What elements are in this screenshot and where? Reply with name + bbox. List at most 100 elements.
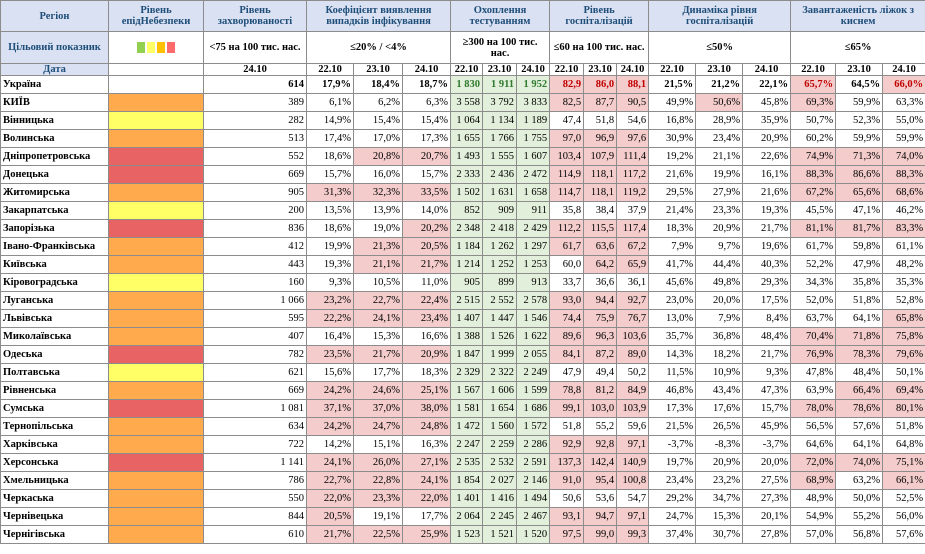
positivity-value: 23,2%: [306, 291, 354, 310]
positivity-value: 25,9%: [401, 525, 452, 544]
positivity-value: 14,2%: [306, 435, 354, 454]
incidence-value: 844: [203, 507, 307, 526]
testing-value: 2 322: [482, 363, 518, 382]
testing-value: 2 515: [450, 291, 484, 310]
hosp-dynamics-value: 30,9%: [648, 129, 697, 148]
hospitalization-value: 92,9: [549, 435, 585, 454]
incidence-value: 513: [203, 129, 307, 148]
header-positivity: Коефіцієнт виявлення випадків інфікуванн…: [305, 0, 452, 32]
hosp-dynamics-value: 21,6%: [648, 165, 697, 184]
hosp-dynamics-value: 23,3%: [695, 201, 744, 220]
hosp-dynamics-value: 49,8%: [695, 273, 744, 292]
testing-value: 2 259: [482, 435, 518, 454]
hosp-dynamics-value: -3,7%: [742, 435, 792, 454]
table-row: Житомирська 905 31,3% 32,3% 33,5% 1 502 1 631 1…: [0, 183, 925, 202]
oxygen-beds-value: 59,8%: [835, 237, 884, 256]
positivity-value: 18,4%: [353, 75, 403, 94]
hospitalization-value: 91,0: [549, 471, 585, 490]
positivity-value: 15,7%: [306, 165, 354, 184]
oxygen-beds-value: 71,8%: [835, 327, 884, 346]
hosp-dynamics-value: 30,7%: [695, 525, 744, 544]
positivity-value: 21,7%: [306, 525, 354, 544]
hosp-dynamics-value: 29,3%: [742, 273, 792, 292]
hosp-dynamics-value: 19,7%: [648, 453, 697, 472]
positivity-value: 27,1%: [401, 453, 452, 472]
oxygen-beds-value: 54,9%: [790, 507, 837, 526]
hosp-dynamics-value: 34,7%: [695, 489, 744, 508]
hospitalization-value: 61,7: [549, 237, 585, 256]
hosp-dynamics-value: 21,5%: [648, 417, 697, 436]
testing-value: 2 247: [450, 435, 484, 454]
hospitalization-value: 92,7: [616, 291, 650, 310]
testing-value: 1 416: [482, 489, 518, 508]
hospitalization-value: 88,1: [616, 75, 650, 94]
testing-value: 1 521: [482, 525, 518, 544]
hospitalization-value: 89,0: [616, 345, 650, 364]
testing-value: 2 286: [516, 435, 551, 454]
oxygen-beds-value: 66,1%: [882, 471, 925, 490]
table-row: Запорізька 836 18,6% 19,0% 20,2% 2 348 2 418 2 …: [0, 219, 925, 238]
hospitalization-value: 92,8: [583, 435, 618, 454]
oxygen-beds-value: 45,5%: [790, 201, 837, 220]
positivity-value: 22,2%: [306, 309, 354, 328]
table-row: Луганська 1 066 23,2% 22,7% 22,4% 2 515 2 552 2…: [0, 291, 925, 310]
incidence-value: 669: [203, 381, 307, 400]
incidence-value: 614: [203, 75, 307, 94]
hospitalization-value: 117,2: [616, 165, 650, 184]
hosp-dynamics-value: 20,0%: [695, 291, 744, 310]
testing-value: 852: [450, 201, 484, 220]
testing-value: 1 607: [516, 147, 551, 166]
target-hosp-dynamics: ≤50%: [648, 31, 792, 64]
oxygen-beds-value: 55,2%: [835, 507, 884, 526]
date-header: 22.10: [790, 63, 837, 76]
oxygen-beds-value: 59,9%: [882, 129, 925, 148]
positivity-value: 24,8%: [401, 417, 452, 436]
positivity-value: 20,2%: [401, 219, 452, 238]
oxygen-beds-value: 50,0%: [835, 489, 884, 508]
positivity-value: 14,0%: [401, 201, 452, 220]
epid-level-cell: [108, 345, 204, 364]
hosp-dynamics-value: 46,8%: [648, 381, 697, 400]
date-header: 24.10: [742, 63, 792, 76]
positivity-value: 23,4%: [401, 309, 452, 328]
epid-level-cell: [108, 381, 204, 400]
date-header: 24.10: [516, 63, 551, 76]
oxygen-beds-value: 80,1%: [882, 399, 925, 418]
hospitalization-value: 49,4: [583, 363, 618, 382]
testing-value: 1 655: [450, 129, 484, 148]
hosp-dynamics-value: 19,9%: [695, 165, 744, 184]
positivity-value: 19,9%: [306, 237, 354, 256]
positivity-value: 10,5%: [353, 273, 403, 292]
date-header: 23.10: [353, 63, 403, 76]
hosp-dynamics-value: 9,3%: [742, 363, 792, 382]
positivity-value: 31,3%: [306, 183, 354, 202]
positivity-value: 21,3%: [353, 237, 403, 256]
positivity-value: 37,1%: [306, 399, 354, 418]
hosp-dynamics-value: 29,5%: [648, 183, 697, 202]
oxygen-beds-value: 68,9%: [790, 471, 837, 490]
oxygen-beds-value: 56,8%: [835, 525, 884, 544]
oxygen-beds-value: 75,8%: [882, 327, 925, 346]
positivity-value: 20,7%: [401, 147, 452, 166]
positivity-value: 17,4%: [306, 129, 354, 148]
oxygen-beds-value: 69,4%: [882, 381, 925, 400]
oxygen-beds-value: 61,7%: [790, 237, 837, 256]
oxygen-beds-value: 50,7%: [790, 111, 837, 130]
incidence-value: 634: [203, 417, 307, 436]
hospitalization-value: 112,2: [549, 219, 585, 238]
date-label: Дата: [0, 63, 109, 76]
testing-value: 2 552: [482, 291, 518, 310]
positivity-value: 22,7%: [353, 291, 403, 310]
positivity-value: 6,3%: [401, 93, 452, 112]
target-positivity: ≤20% / <4%: [305, 31, 452, 64]
table-row: Черкаська 550 22,0% 23,3% 22,0% 1 401 1 416 1 4…: [0, 489, 925, 508]
epid-level-cell: [108, 489, 204, 508]
testing-value: 1 581: [450, 399, 484, 418]
positivity-value: 15,4%: [401, 111, 452, 130]
hosp-dynamics-value: 20,9%: [695, 219, 744, 238]
hosp-dynamics-value: 44,4%: [695, 255, 744, 274]
hospitalization-value: 36,1: [616, 273, 650, 292]
oxygen-beds-value: 78,3%: [835, 345, 884, 364]
legend-square: [167, 42, 175, 54]
region-name: КИЇВ: [0, 93, 109, 112]
